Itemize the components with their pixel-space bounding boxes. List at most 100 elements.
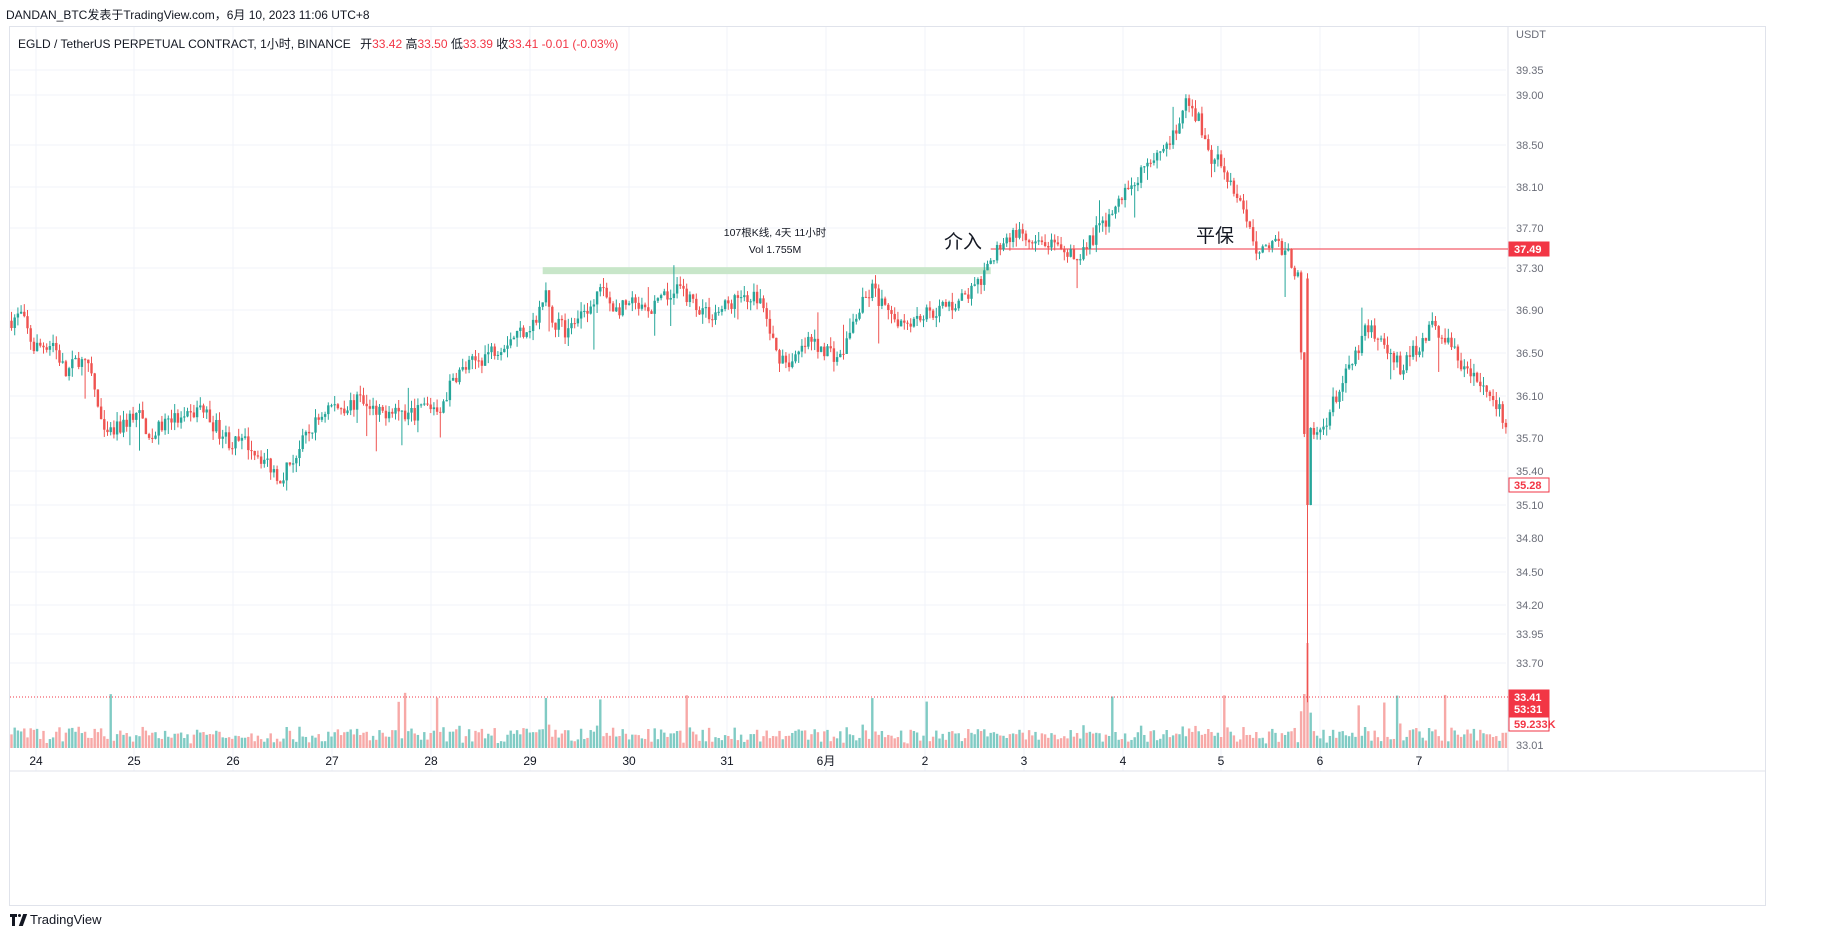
volume-bar xyxy=(723,735,727,748)
volume-bar xyxy=(685,695,688,748)
candle-body xyxy=(423,403,426,405)
candle-body xyxy=(663,291,666,296)
volume-bar xyxy=(29,728,32,748)
volume-bar xyxy=(365,731,368,748)
x-tick-label: 31 xyxy=(720,754,734,768)
volume-bar xyxy=(147,735,151,748)
candle-body xyxy=(547,290,551,307)
candle-body xyxy=(183,416,186,418)
volume-bar xyxy=(1360,735,1364,748)
candle-body xyxy=(163,418,167,431)
candle-body xyxy=(1091,235,1095,245)
volume-bar xyxy=(215,730,218,748)
candle-body xyxy=(976,279,980,285)
volume-bar xyxy=(16,730,20,748)
candle-body xyxy=(1123,187,1127,201)
candle-body xyxy=(1367,325,1370,333)
footer-brand[interactable]: TradingView xyxy=(10,912,102,927)
volume-bar xyxy=(32,729,36,748)
volume-bar xyxy=(487,733,490,748)
volume-bar xyxy=(250,733,253,748)
candle-body xyxy=(458,369,461,383)
candle-body xyxy=(1210,149,1213,164)
candle-body xyxy=(298,449,301,459)
volume-bar xyxy=(749,734,752,748)
candle-body xyxy=(1242,200,1245,210)
candle-body xyxy=(807,336,810,347)
volume-bar xyxy=(1290,731,1293,748)
candle-body xyxy=(1319,429,1322,433)
candle-body xyxy=(1216,154,1220,160)
candle-body xyxy=(528,331,532,333)
volume-bar xyxy=(403,692,407,748)
volume-bar xyxy=(285,727,288,748)
chart-frame[interactable] xyxy=(9,26,1766,906)
volume-bar xyxy=(352,734,356,748)
candle-body xyxy=(992,260,996,262)
candle-body xyxy=(1290,248,1293,268)
volume-bar xyxy=(813,729,816,748)
volume-bar xyxy=(797,729,800,748)
candle-body xyxy=(1479,381,1482,387)
candle-body xyxy=(1331,396,1335,413)
candle-body xyxy=(1034,241,1037,244)
volume-bar xyxy=(1107,735,1111,748)
volume-bar xyxy=(269,733,272,748)
candle-body xyxy=(1415,345,1418,355)
volume-bar xyxy=(1415,728,1418,748)
volume-bar xyxy=(845,727,848,748)
volume-bar xyxy=(1466,729,1469,748)
candle-body xyxy=(928,307,932,311)
candle-body xyxy=(829,346,832,349)
volume-bar xyxy=(503,741,506,748)
volume-bar xyxy=(432,730,436,748)
x-tick-label: 29 xyxy=(523,754,537,768)
candle-body xyxy=(816,338,820,352)
volume-bar xyxy=(640,738,644,748)
candle-body xyxy=(464,367,468,370)
candle-body xyxy=(867,297,871,299)
volume-bar xyxy=(195,729,199,748)
candle-body xyxy=(1088,235,1092,249)
y-tick-label: 36.10 xyxy=(1516,391,1544,403)
candle-body xyxy=(1098,223,1101,226)
y-tick-label: 34.50 xyxy=(1516,567,1544,579)
candle-body xyxy=(1056,242,1060,245)
volume-bar xyxy=(903,742,906,748)
volume-bar xyxy=(1280,733,1284,748)
volume-bar xyxy=(35,728,39,748)
candle-body xyxy=(871,283,874,298)
candle-body xyxy=(835,357,839,362)
volume-bar xyxy=(471,741,474,748)
candle-body xyxy=(573,323,576,325)
candle-body xyxy=(944,301,948,307)
volume-bar xyxy=(1399,723,1402,748)
volume-bar xyxy=(58,727,61,748)
volume-bar xyxy=(1219,737,1223,748)
candle-body xyxy=(215,419,218,432)
volume-bar xyxy=(1427,728,1431,748)
volume-bar xyxy=(80,733,84,748)
candle-body xyxy=(1178,123,1181,134)
volume-bar xyxy=(1315,735,1319,748)
candle-body xyxy=(349,400,352,411)
volume-bar xyxy=(298,726,301,748)
candle-body xyxy=(1066,252,1069,257)
volume-bar xyxy=(618,736,621,748)
volume-bar xyxy=(1152,730,1156,748)
volume-bar xyxy=(522,728,525,748)
candle-body xyxy=(1187,98,1191,106)
volume-bar xyxy=(1091,733,1095,748)
volume-bar xyxy=(1258,738,1261,748)
candle-body xyxy=(730,303,733,309)
candle-body xyxy=(371,405,375,409)
candle-body xyxy=(675,284,679,294)
candle-body xyxy=(387,411,391,419)
candle-body xyxy=(935,316,938,318)
candle-body xyxy=(323,414,327,417)
candle-body xyxy=(903,320,906,323)
volume-bar xyxy=(499,741,503,748)
candle-body xyxy=(1383,338,1386,345)
volume-bar xyxy=(519,734,522,748)
